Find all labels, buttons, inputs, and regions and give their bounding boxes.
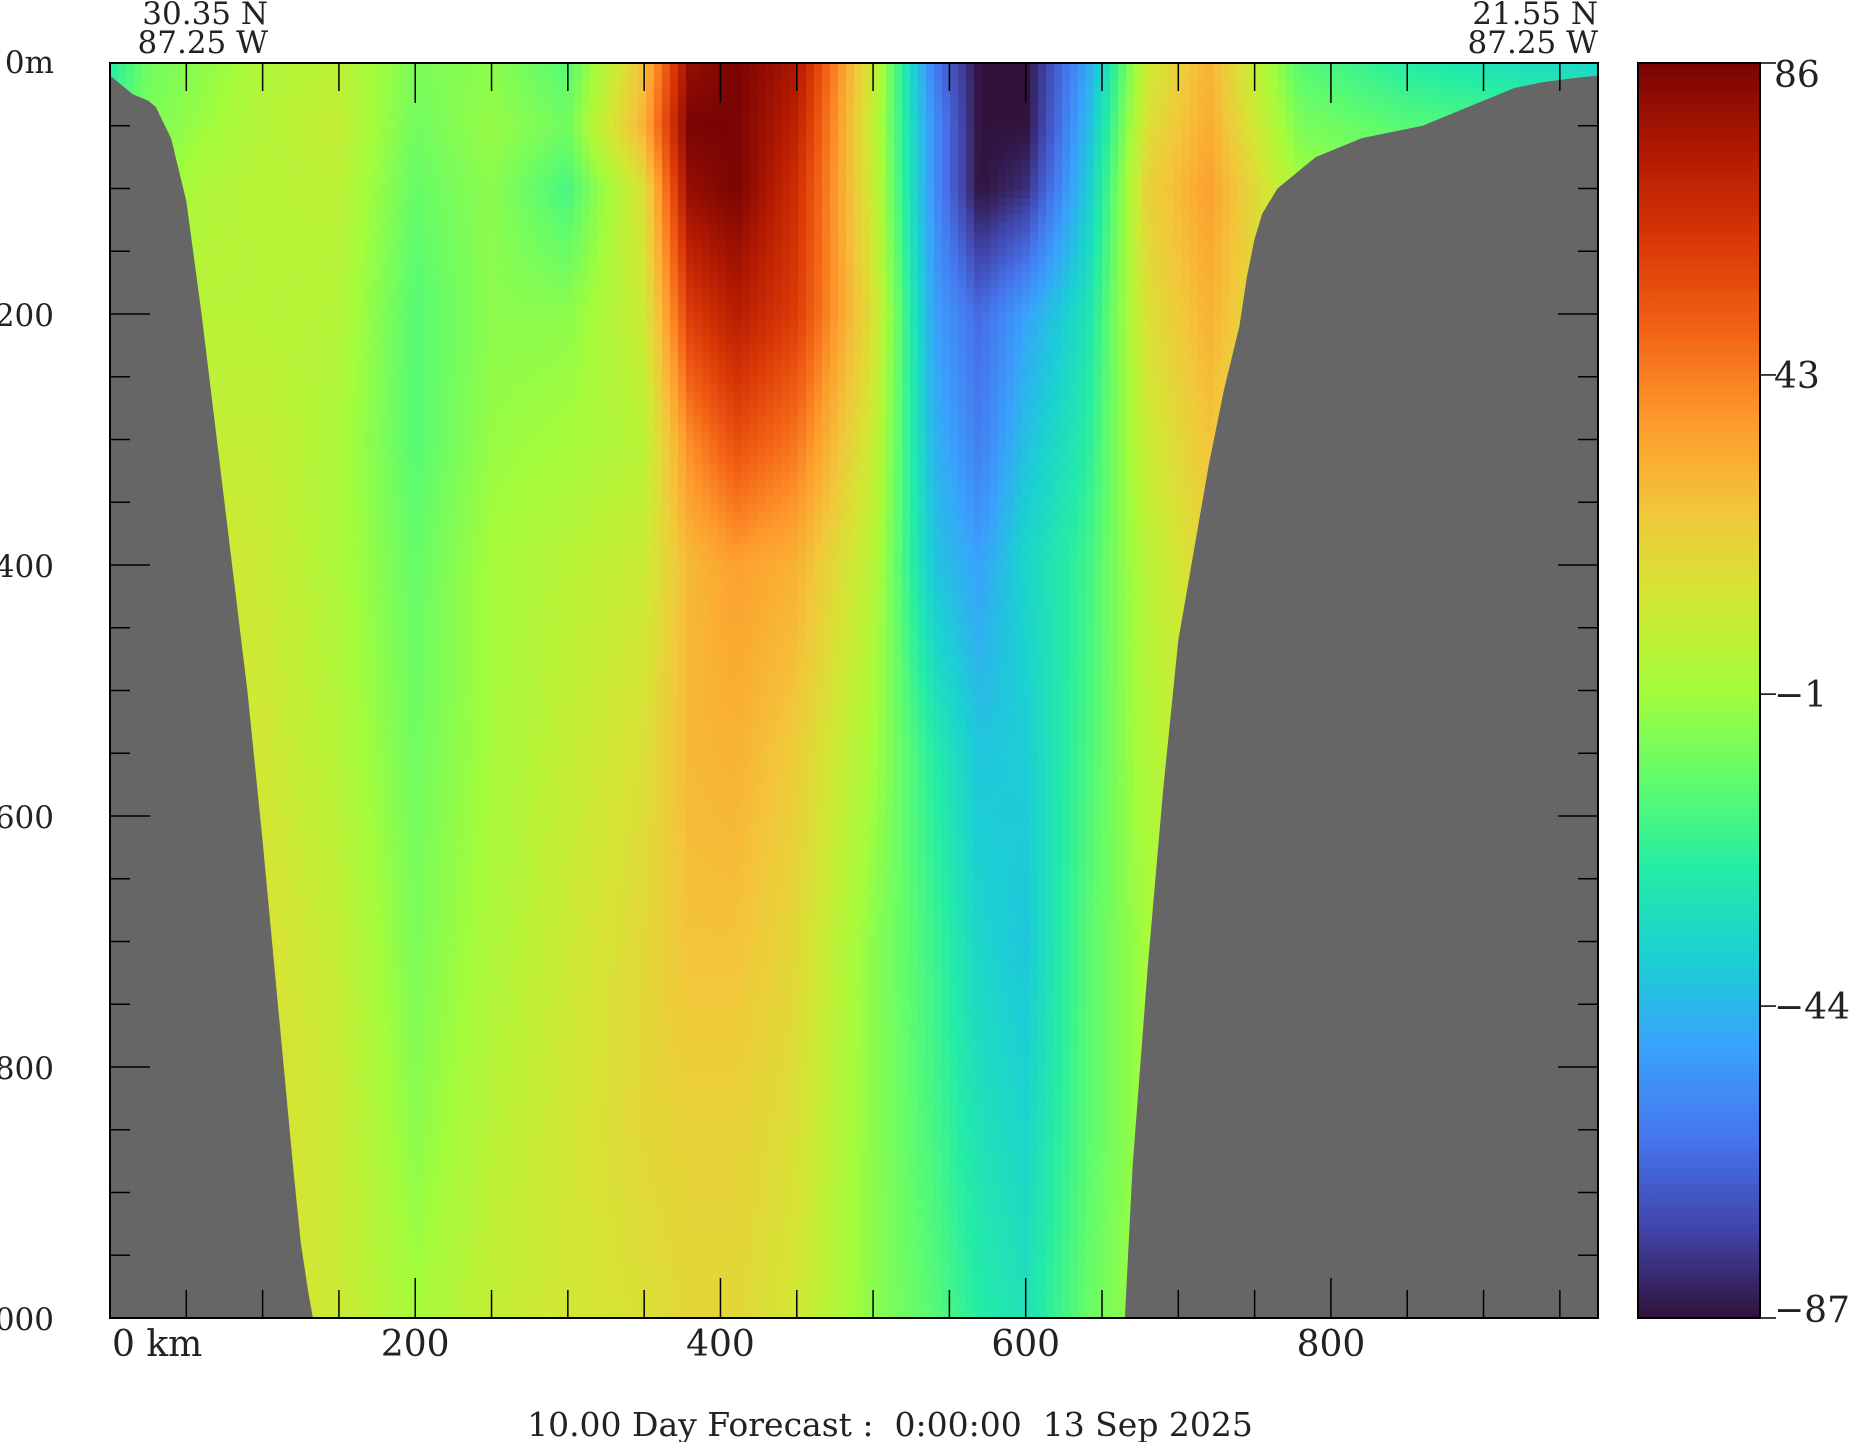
x-tick-label: 200 — [381, 1324, 450, 1365]
x-tick-label: 600 — [991, 1324, 1060, 1365]
forecast-caption: 10.00 Day Forecast : 0:00:00 13 Sep 2025 — [527, 1405, 1253, 1442]
colorbar-labels: 86 43 −1 −44 −87 — [1774, 55, 1850, 1331]
x-tick-label: 400 — [686, 1324, 755, 1365]
colorbar-tick-label: −87 — [1774, 1290, 1850, 1331]
y-tick-label: 200 — [0, 298, 54, 334]
colorbar-tick-label: −44 — [1774, 987, 1850, 1028]
left-end-lat: 30.35 N — [142, 0, 268, 32]
axis-ticks — [109, 62, 1598, 1319]
y-tick-label: 0m — [5, 45, 54, 81]
colorbar-tick-label: 86 — [1774, 55, 1820, 96]
x-tick-label: 0 km — [112, 1324, 202, 1365]
seafloor-mask — [110, 63, 1598, 1318]
colorbar-tick-label: −1 — [1774, 675, 1827, 716]
y-tick-label: 600 — [0, 800, 54, 836]
colorbar — [1637, 62, 1761, 1319]
y-tick-label: 800 — [0, 1051, 54, 1087]
y-tick-label: 1000 — [0, 1302, 54, 1338]
right-end-lat: 21.55 N — [1472, 0, 1598, 32]
right-end-lon: 87.25 W — [1468, 25, 1599, 61]
y-tick-label: 400 — [0, 549, 54, 585]
x-tick-label: 800 — [1297, 1324, 1366, 1365]
x-axis-labels: 0 km 200 400 600 800 — [112, 1324, 1365, 1365]
colorbar-tick-label: 43 — [1774, 356, 1820, 397]
y-axis-labels: 0m 200 400 600 800 1000 — [0, 45, 54, 1338]
colorbar-ticks — [1760, 62, 1776, 1319]
left-end-lon: 87.25 W — [138, 25, 269, 61]
